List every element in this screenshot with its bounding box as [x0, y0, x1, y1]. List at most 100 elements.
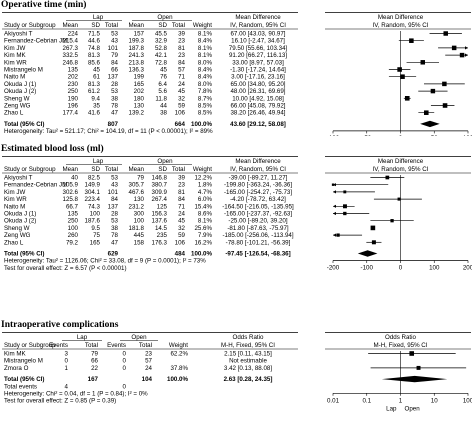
cell-c3: 101: [108, 45, 119, 52]
cell-c2: 41.6: [88, 110, 101, 117]
study-name: Zeng WG: [4, 103, 31, 110]
cell-c6: 81: [178, 45, 185, 52]
cell-weight: 8.0%: [198, 59, 213, 66]
point-estimate: [409, 38, 414, 43]
cell-c3: 66: [111, 67, 118, 74]
column-header-sd: SD: [158, 166, 167, 173]
point-estimate: [430, 88, 436, 94]
cell-weight: 1.8%: [198, 182, 213, 189]
cell-c3: 79: [111, 52, 118, 59]
x-tick-label: 0.1: [362, 397, 371, 404]
column-header-events: Events: [49, 342, 68, 349]
cell-effect-ci: 3.00 [-17.16, 23.16]: [231, 74, 285, 81]
cell-c5: 6.4: [158, 81, 167, 88]
cell-effect-ci: 65.00 [34.80, 95.20]: [230, 81, 285, 88]
x-tick-label: 0: [399, 135, 403, 136]
plot-header: Mean Difference: [378, 14, 424, 21]
study-name: Okuda J (1): [4, 81, 36, 88]
cell-weight: 8.1%: [198, 31, 213, 38]
cell-weight: 7.8%: [198, 88, 213, 95]
cell-c4: 213.8: [129, 59, 145, 66]
cell-c2: 187.6: [85, 218, 101, 225]
point-estimate: [404, 96, 410, 101]
cell-weight: 8.1%: [198, 45, 213, 52]
section-title-blood-loss: Estimated blood loss (ml): [1, 144, 104, 154]
cell-weight: 8.6%: [198, 211, 213, 218]
cell-c2: 81.3: [88, 52, 101, 59]
cell-c6: 24: [178, 211, 185, 218]
cell-c5: 176.3: [152, 239, 168, 246]
pooled-diamond: [420, 120, 440, 128]
study-name: Akiyoshi T: [4, 175, 33, 182]
total-n-lap: 629: [108, 251, 119, 258]
cell-c2: 165: [90, 239, 101, 246]
total-label: Total (95% CI): [4, 121, 44, 128]
cell-c6: 71: [178, 74, 185, 81]
favours-lap-label: Lap: [386, 405, 397, 412]
cell-c1: 3: [65, 351, 69, 358]
study-name: Okuda J (1): [4, 211, 36, 218]
total-effect-ci: -97.45 [-126.54, -68.36]: [225, 251, 290, 258]
point-estimate: [442, 81, 447, 87]
study-name: Kim JW: [4, 45, 25, 52]
cell-c4: 180: [134, 95, 145, 102]
cell-c2: 74.3: [88, 203, 101, 210]
group-header-open: Open: [157, 158, 173, 165]
cell-effect-ci: 67.00 [43.03, 90.97]: [230, 31, 285, 38]
cell-c4: 57: [145, 358, 152, 365]
cell-c5: 235: [157, 232, 168, 239]
cell-c2: 71.5: [88, 31, 101, 38]
column-header-effect: IV, Random, 95% CI: [230, 22, 286, 29]
cell-c1: 202: [68, 74, 79, 81]
cell-effect-ci: -199.80 [-363.24, -36.36]: [224, 182, 292, 189]
forest-plot-blood-loss: Lap Open Mean Difference Mean Difference Stu…: [2, 156, 472, 272]
point-estimate: [451, 45, 457, 51]
total-n-open: 104: [142, 376, 153, 383]
cell-c5: 76: [160, 74, 167, 81]
cell-effect-ci: -39.00 [-89.27, 11.27]: [229, 175, 288, 182]
cell-c3: 137: [108, 74, 119, 81]
stats-line: Heterogeneity: Chi² = 0.04, df = 1 (P = …: [4, 391, 148, 398]
cell-weight: 37.8%: [170, 365, 188, 372]
column-header-study: Study or Subgroup: [4, 22, 56, 29]
cell-c6: 23: [178, 182, 185, 189]
study-name: Mistrangelo M: [4, 358, 43, 365]
effect-header: Mean Difference: [235, 158, 281, 165]
cell-c3: 0: [123, 351, 127, 358]
study-name: Naito M: [4, 203, 25, 210]
x-tick-label: 100: [463, 397, 472, 404]
cell-c4: 157: [134, 31, 145, 38]
cell-c3: 28: [111, 211, 118, 218]
cell-c3: 0: [123, 365, 127, 372]
cell-c6: 81: [178, 189, 185, 196]
point-estimate: [331, 183, 335, 186]
cell-c2: 9.5: [91, 225, 100, 232]
cell-c3: 53: [111, 175, 118, 182]
cell-c6: 39: [178, 175, 185, 182]
cell-c6: 106: [175, 239, 186, 246]
study-name: Akiyoshi T: [4, 31, 33, 38]
ci-arrow-right: [465, 53, 468, 57]
cell-c4: 79: [137, 175, 144, 182]
cell-c2: 81.3: [88, 81, 101, 88]
cell-c5: 137.6: [152, 218, 168, 225]
study-name: Kim WR: [4, 59, 27, 66]
column-header-study: Study or Subgroup: [4, 166, 56, 173]
cell-c3: 47: [111, 239, 118, 246]
total-label: Total (95% CI): [4, 251, 44, 258]
cell-c2: 45: [93, 67, 100, 74]
cell-c6: 59: [178, 232, 185, 239]
cell-c3: 0: [123, 358, 127, 365]
cell-c2: 82.5: [88, 175, 101, 182]
cell-c1: 1: [65, 365, 69, 372]
study-name: Zhao L: [4, 110, 24, 117]
column-header-effect: M-H, Fixed, 95% CI: [221, 342, 275, 349]
study-name: Fernandez-Cebrian JM: [4, 38, 67, 45]
cell-c2: 304.1: [85, 189, 101, 196]
cell-c4: 199: [134, 74, 145, 81]
point-estimate: [397, 67, 402, 72]
total-weight: 100.0%: [191, 251, 212, 258]
cell-weight: 8.5%: [198, 103, 213, 110]
study-name: Kim MK: [4, 351, 27, 358]
cell-c1: 246.8: [63, 59, 79, 66]
